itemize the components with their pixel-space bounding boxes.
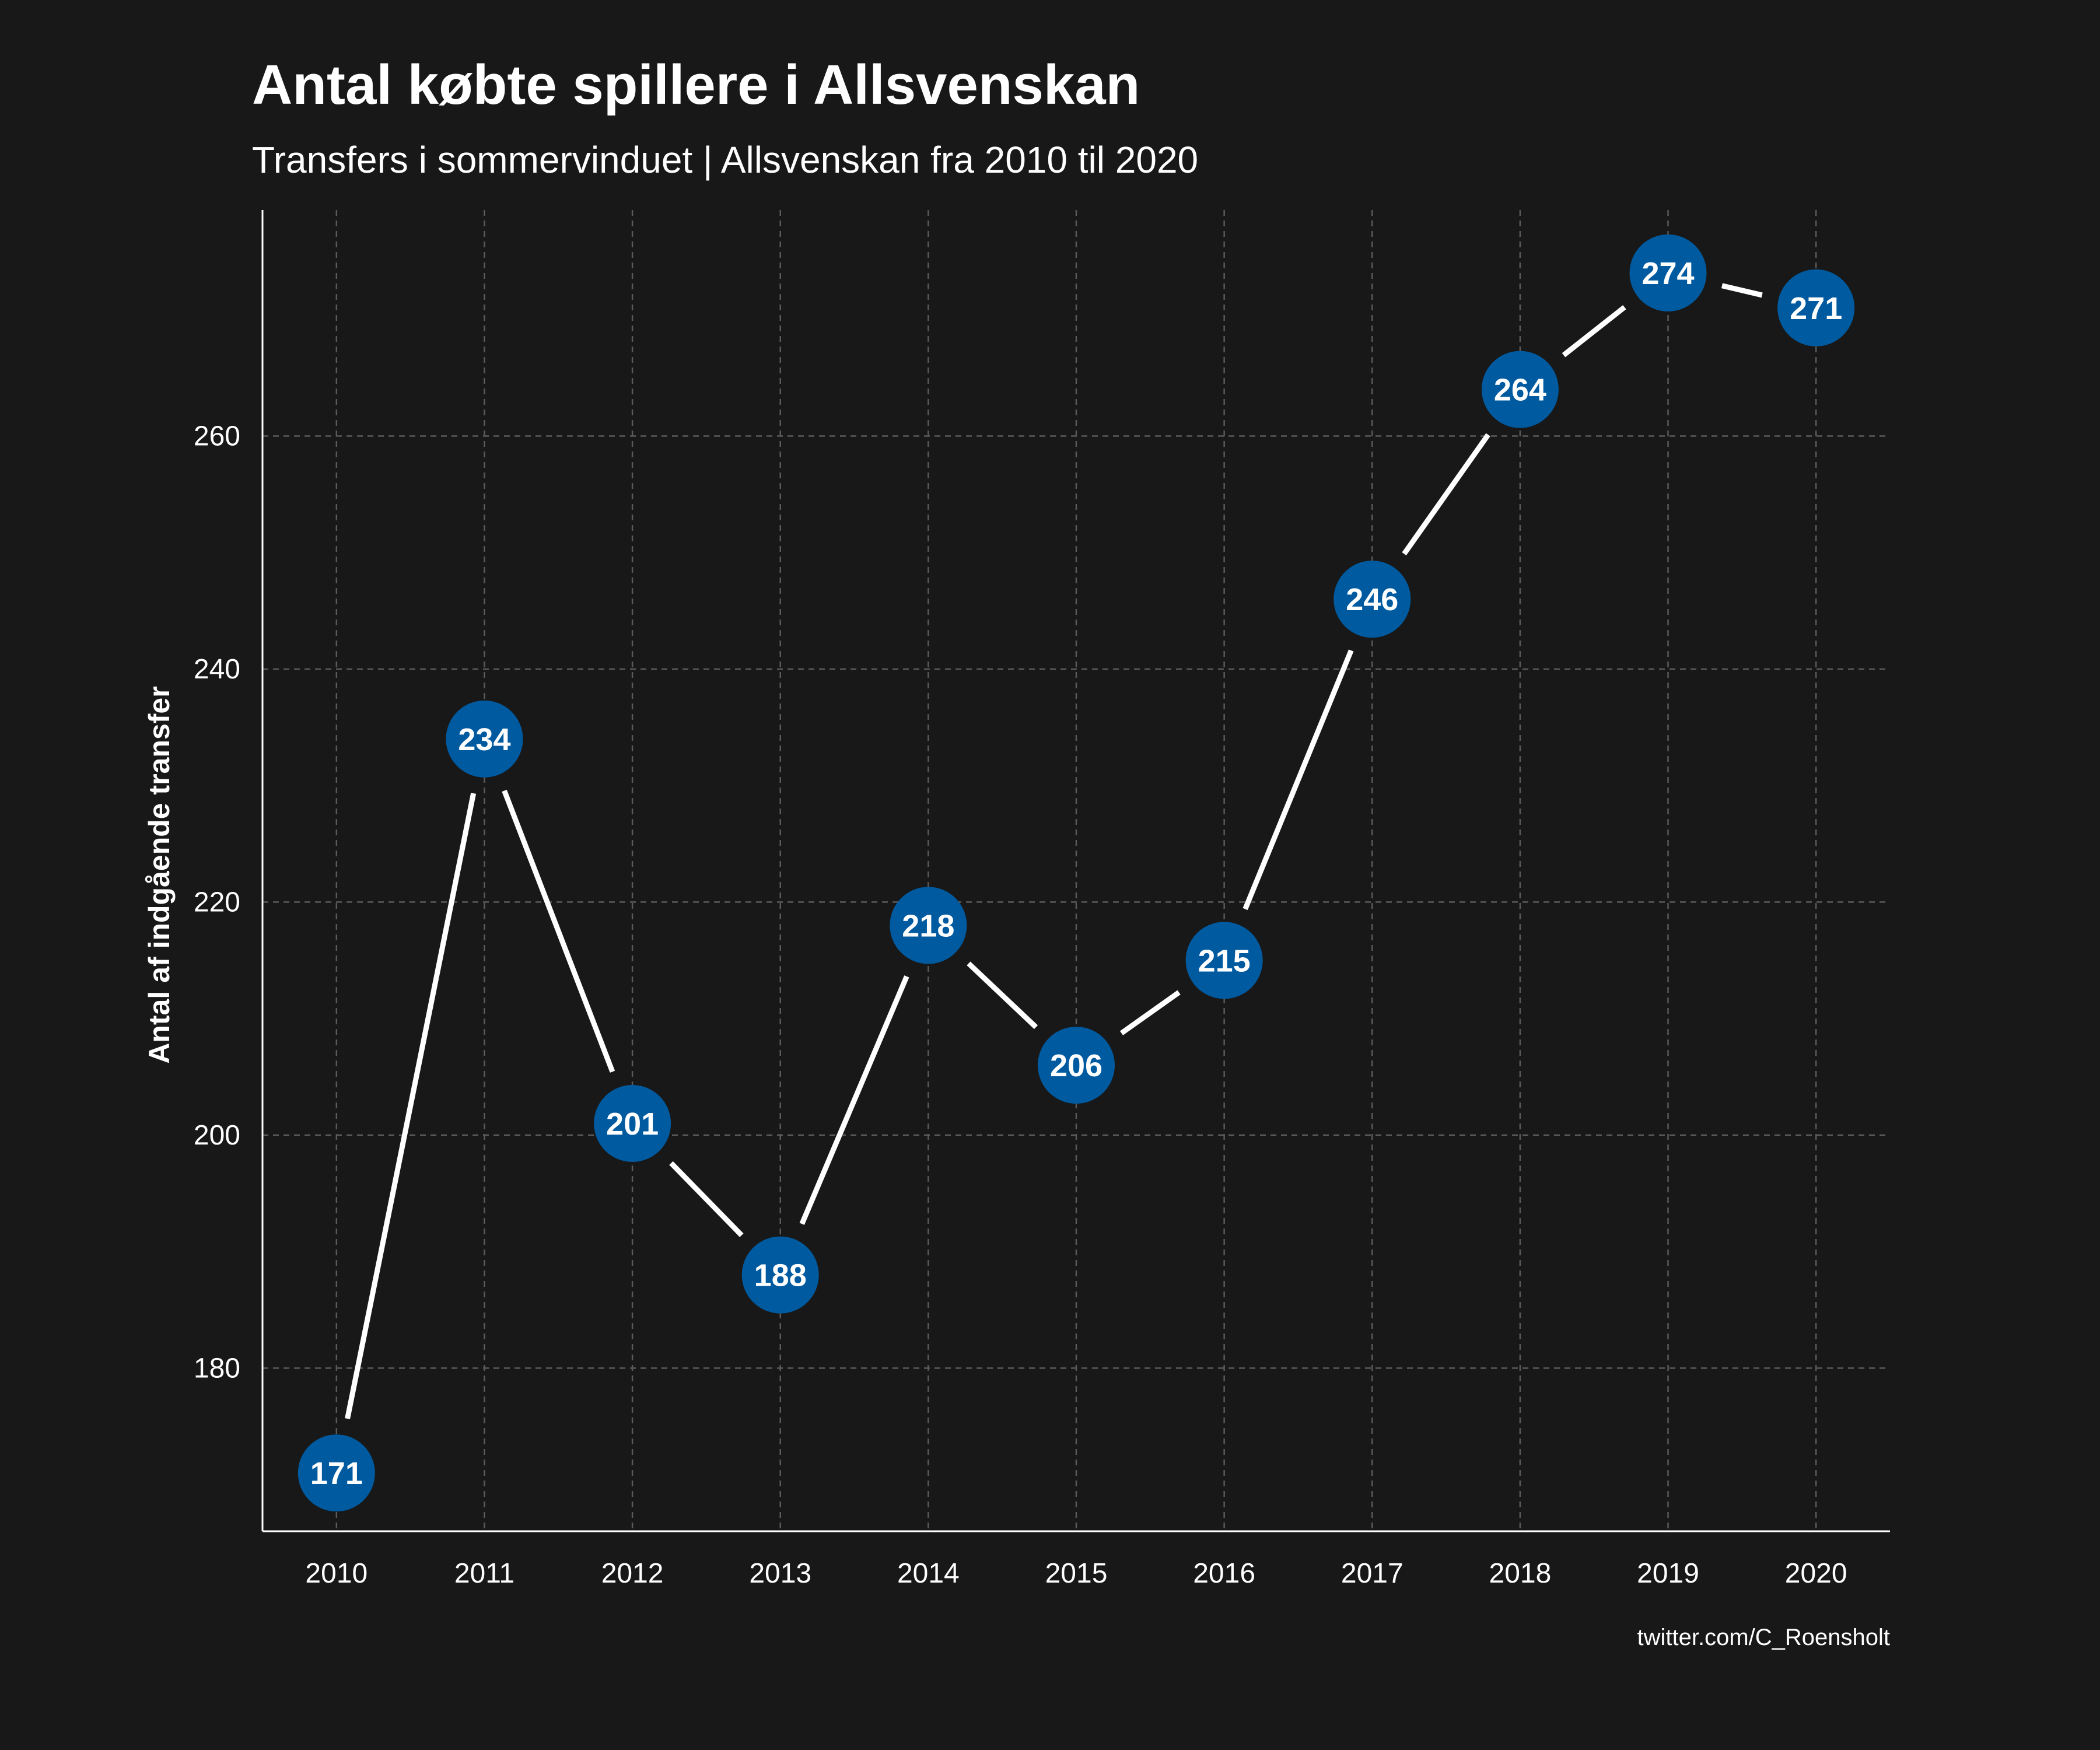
data-point [594,1084,671,1162]
x-tick-label: 2017 [1341,1558,1404,1589]
data-point [1185,922,1263,999]
data-label: 246 [1346,582,1398,617]
axes [261,210,1890,1532]
line-segment [1562,305,1626,358]
data-label: 171 [310,1456,363,1491]
data-label: 188 [754,1258,807,1293]
data-point [1334,561,1411,638]
line-segment [967,961,1038,1030]
data-label: 215 [1198,943,1251,978]
y-tick-label: 180 [194,1353,240,1384]
y-tick-label: 240 [194,654,240,685]
line-segment [799,975,909,1225]
y-axis-title: Antal af indgående transfer [143,686,176,1063]
data-label: 264 [1494,373,1546,408]
data-point [1629,234,1707,312]
data-label: 234 [458,722,510,757]
line-segment [1721,283,1763,298]
chart-title: Antal købte spillere i Allsvenskan [252,54,1140,116]
data-point [1481,351,1559,428]
data-label: 206 [1050,1048,1102,1083]
y-tick-labels: 180 200 220 240 260 [194,421,240,1384]
data-points: 171 234 201 188 218 206 215 246 264 274 271 [298,234,1855,1512]
y-tick-label: 200 [194,1120,240,1151]
data-point [890,887,967,964]
x-tick-label: 2019 [1637,1558,1699,1589]
data-point [741,1236,819,1314]
data-point [446,700,523,778]
data-point [1777,269,1855,346]
data-label: 201 [606,1107,659,1142]
x-tick-labels: 2010 2011 2012 2013 2014 2015 2016 2017 2018 2019… [305,1558,1847,1589]
data-point [1038,1027,1115,1104]
gridlines [262,210,1890,1531]
line-segment [502,789,615,1073]
x-tick-label: 2016 [1193,1558,1255,1589]
y-tick-label: 220 [194,887,240,918]
x-tick-label: 2012 [601,1558,664,1589]
data-point [298,1434,375,1512]
line-segment [1242,649,1354,911]
x-tick-label: 2020 [1785,1558,1847,1589]
x-tick-label: 2014 [897,1558,960,1589]
chart-subtitle: Transfers i sommervinduet | Allsvenskan … [252,139,1198,181]
x-tick-label: 2015 [1045,1558,1108,1589]
line-segment [345,793,477,1419]
y-tick-label: 260 [194,421,240,452]
x-tick-label: 2013 [749,1558,811,1589]
x-tick-label: 2018 [1489,1558,1552,1589]
line-segment [1119,990,1181,1035]
data-label: 271 [1790,291,1842,326]
data-label: 218 [902,908,954,943]
line-segment [1402,433,1490,556]
chart-caption: twitter.com/C_Roensholt [1637,1625,1890,1650]
line-segment [669,1161,744,1237]
x-tick-label: 2011 [454,1558,514,1589]
x-tick-label: 2010 [305,1558,368,1589]
data-label: 274 [1642,256,1694,291]
series-line [345,283,1763,1419]
